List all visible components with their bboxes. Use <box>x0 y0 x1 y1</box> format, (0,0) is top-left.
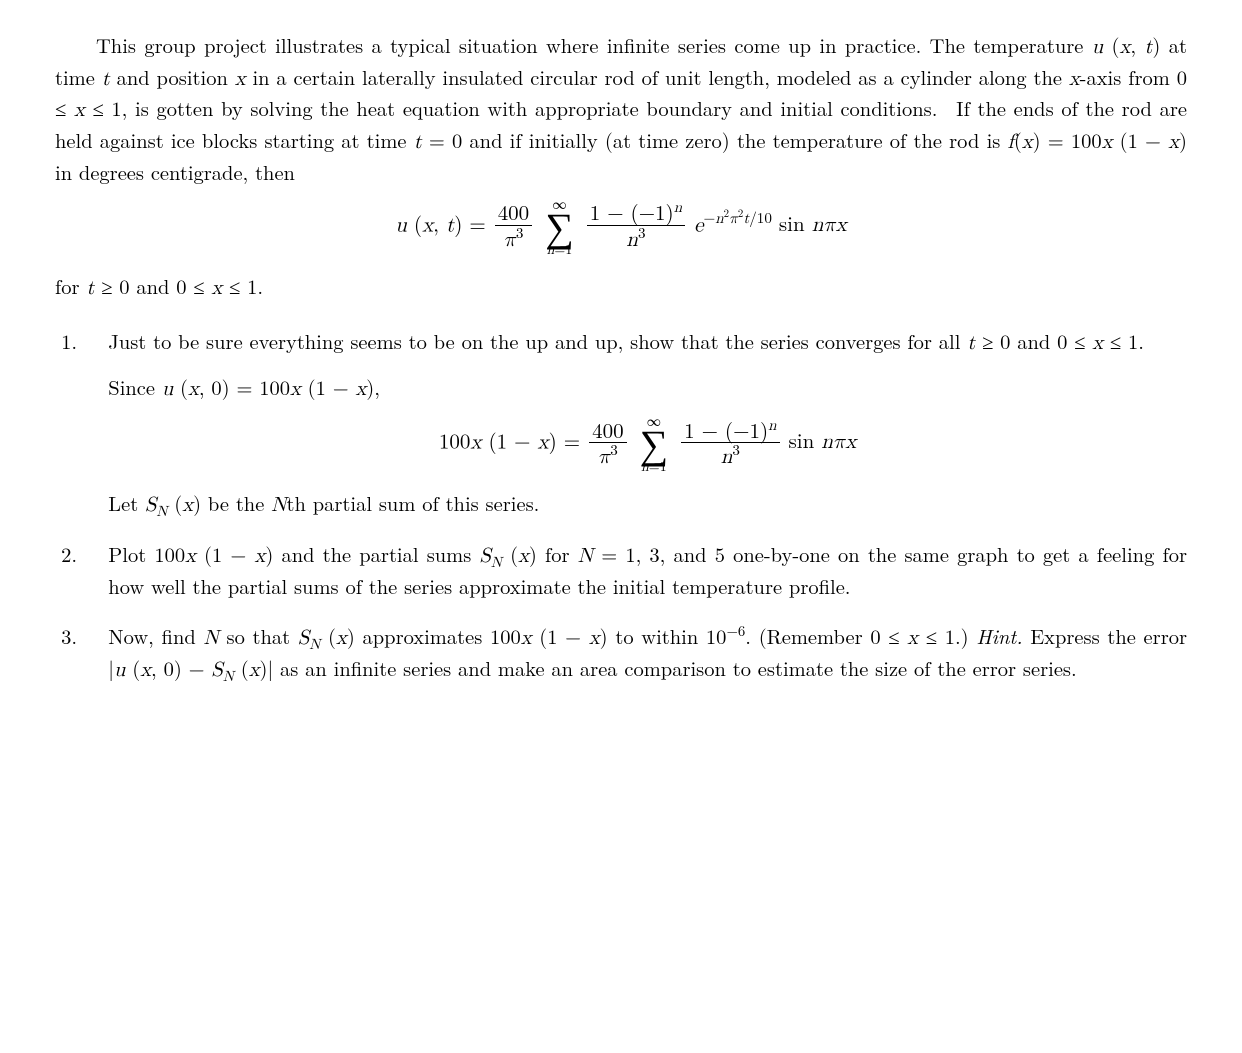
eq-summation: ∞ ∑ n=1 <box>545 197 574 257</box>
problem-item-1: 1. Just to be sure everything seems to b… <box>55 326 1187 519</box>
eq-trail: sin nπx <box>779 208 847 238</box>
item3-number: 3. <box>61 621 77 651</box>
eq-coef-num: 400 <box>495 200 533 225</box>
item1-since-line: Since u (x, 0) = 100x (1 − x), <box>108 372 1187 404</box>
item1-text: Just to be sure everything seems to be o… <box>108 326 1144 355</box>
item1-eq-coef: 400 π3 <box>589 418 627 470</box>
intro-paragraph: This group project illustrates a typical… <box>55 30 1187 187</box>
intro-text: This group project illustrates a typical… <box>55 30 1187 186</box>
item1-eq-sum: ∞ ∑ n=1 <box>640 414 669 474</box>
item1-eq-term: 1 − (−1)n n3 <box>681 418 779 470</box>
condition-line: for t ≥ 0 and 0 ≤ x ≤ 1. <box>55 271 1187 303</box>
main-equation: u (x, t) = 400 π3 ∞ ∑ n=1 1 − (−1)n n3 e… <box>55 197 1187 257</box>
eq-term-fraction: 1 − (−1)n n3 <box>587 200 685 252</box>
item2-text: Plot 100x (1 − x) and the partial sums S… <box>108 539 1187 600</box>
eq-coef-fraction: 400 π3 <box>495 200 533 252</box>
item1-eq-trail: sin nπx <box>789 425 857 455</box>
hint-label: Hint. <box>976 621 1022 650</box>
problem-item-2: 2. Plot 100x (1 − x) and the partial sum… <box>55 539 1187 600</box>
eq-coef-den: π3 <box>495 226 533 253</box>
item2-number: 2. <box>61 539 77 569</box>
item1-number: 1. <box>61 326 77 356</box>
item1-let-line: Let SN (x) be the Nth partial sum of thi… <box>108 488 1187 520</box>
problem-list: 1. Just to be sure everything seems to b… <box>55 326 1187 684</box>
eq-lhs-u: u <box>395 215 407 236</box>
problem-item-3: 3. Now, find N so that SN (x) approximat… <box>55 621 1187 684</box>
eq-exp-pow: −n2π2t/10 <box>703 207 771 228</box>
item1-equation: 100x (1 − x) = 400 π3 ∞ ∑ n=1 1 − (−1)n … <box>108 414 1187 474</box>
item3-text: Now, find N so that SN (x) approximates … <box>108 621 1187 682</box>
